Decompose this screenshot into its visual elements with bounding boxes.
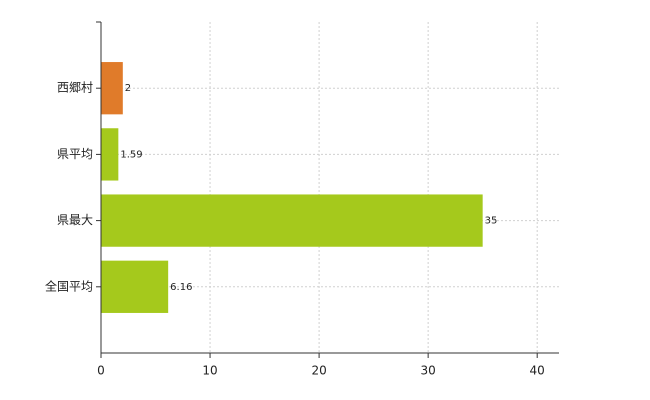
value-label: 6.16	[170, 282, 192, 293]
x-tick-label: 10	[202, 364, 217, 378]
x-tick-label: 0	[97, 364, 105, 378]
bar	[101, 62, 123, 115]
x-tick-label: 20	[311, 364, 326, 378]
y-tick-label: 全国平均	[45, 278, 93, 293]
value-label: 35	[485, 216, 498, 227]
y-tick-label: 県平均	[57, 147, 93, 161]
x-tick-label: 30	[421, 364, 436, 378]
value-label: 1.59	[120, 149, 142, 160]
bar	[101, 128, 119, 181]
y-tick-label: 県最大	[57, 213, 93, 227]
bar	[101, 194, 483, 247]
y-tick-label: 西郷村	[57, 81, 93, 95]
bar	[101, 260, 169, 313]
x-tick-label: 40	[530, 364, 545, 378]
value-label: 2	[125, 83, 131, 94]
